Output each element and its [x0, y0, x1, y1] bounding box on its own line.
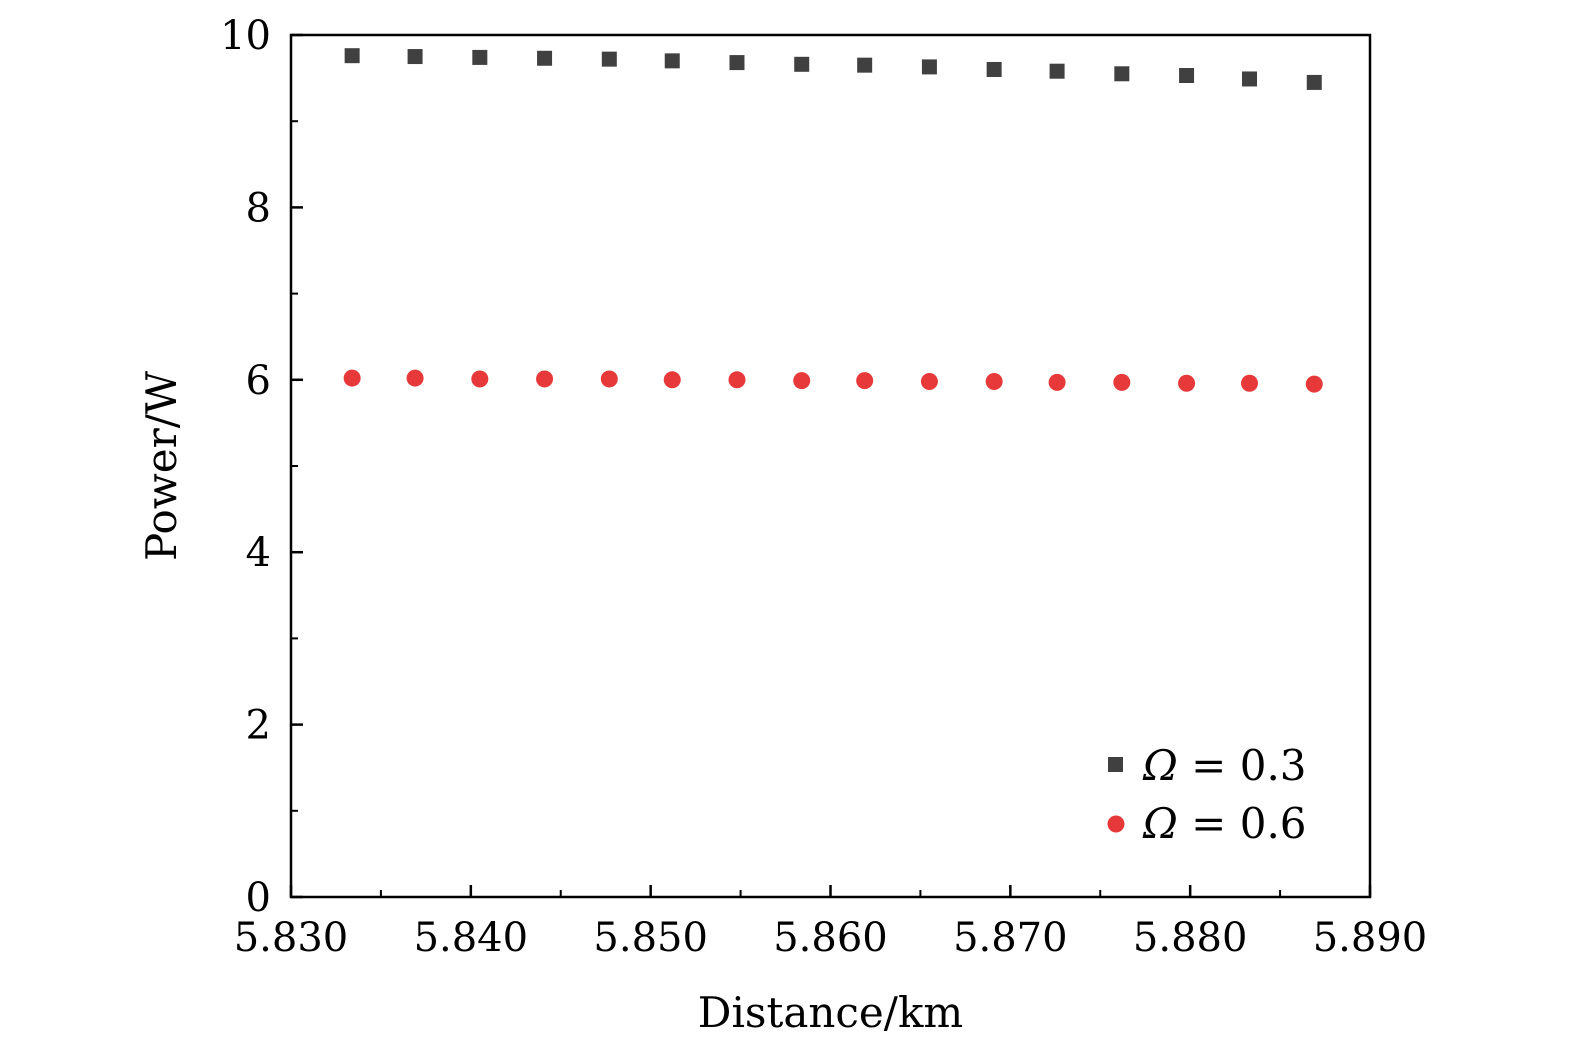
legend-value: = 0.3	[1178, 741, 1307, 790]
data-point-series-2	[1048, 373, 1066, 391]
data-point-series-1	[537, 50, 553, 66]
data-point-series-1	[729, 55, 745, 71]
legend-entry-series-2: Ω = 0.6	[1107, 799, 1307, 848]
data-point-series-1	[986, 61, 1002, 77]
x-tick-label: 5.890	[1313, 915, 1428, 961]
data-point-series-2	[600, 370, 618, 388]
data-point-series-2	[856, 372, 874, 390]
data-point-series-2	[920, 373, 938, 391]
data-point-series-1	[921, 59, 937, 75]
legend-marker-circle	[1107, 815, 1125, 833]
data-marks	[343, 48, 1323, 393]
data-point-series-1	[857, 57, 873, 73]
y-tick-label: 8	[246, 185, 271, 231]
x-tick-label: 5.880	[1133, 915, 1248, 961]
plot-frame	[289, 33, 1372, 899]
x-tick-label: 5.870	[953, 915, 1068, 961]
data-point-series-2	[663, 371, 681, 389]
data-point-series-1	[407, 49, 423, 65]
data-point-series-1	[1049, 63, 1065, 79]
data-point-series-1	[664, 53, 680, 69]
legend-symbol: Ω	[1142, 741, 1178, 790]
legend-marker-square	[1108, 757, 1123, 772]
x-tick-label: 5.840	[414, 915, 529, 961]
data-point-series-1	[1114, 66, 1130, 82]
y-axis-title: Power/W	[137, 370, 186, 561]
legend: Ω = 0.3 Ω = 0.6	[1107, 741, 1307, 848]
data-point-series-2	[728, 371, 746, 389]
y-tick-label: 10	[220, 13, 271, 59]
data-point-series-1	[601, 51, 617, 67]
y-tick-label: 0	[246, 875, 271, 921]
legend-value: = 0.6	[1178, 799, 1307, 848]
x-axis-title: Distance/km	[698, 988, 963, 1037]
x-tick-label: 5.850	[593, 915, 708, 961]
data-point-series-1	[344, 48, 360, 64]
data-point-series-2	[343, 369, 361, 387]
data-point-series-1	[472, 49, 488, 65]
data-point-series-2	[793, 372, 811, 390]
data-point-series-2	[1305, 375, 1323, 393]
legend-label-series-1: Ω = 0.3	[1142, 741, 1307, 790]
y-tick-label: 4	[246, 530, 271, 576]
data-point-series-1	[794, 56, 810, 72]
legend-entry-series-1: Ω = 0.3	[1108, 741, 1307, 790]
data-point-series-1	[1306, 74, 1322, 90]
y-tick-label: 2	[246, 703, 271, 749]
data-point-series-2	[985, 373, 1003, 391]
legend-label-series-2: Ω = 0.6	[1142, 799, 1307, 848]
data-point-series-2	[1113, 373, 1131, 391]
data-point-series-2	[406, 369, 424, 387]
data-point-series-2	[471, 370, 489, 388]
data-point-series-1	[1242, 71, 1258, 87]
x-tick-label: 5.860	[773, 915, 888, 961]
data-point-series-2	[1241, 374, 1259, 392]
y-tick-label: 6	[246, 358, 271, 404]
x-tick-labels: 5.830 5.840 5.850 5.860 5.870 5.880 5.890	[234, 915, 1428, 961]
legend-symbol: Ω	[1142, 799, 1178, 848]
data-point-series-1	[1179, 68, 1195, 84]
x-tick-label: 5.830	[234, 915, 349, 961]
data-point-series-2	[1178, 374, 1196, 392]
y-tick-labels: 0 2 4 6 8 10	[220, 13, 271, 921]
data-point-series-2	[536, 370, 554, 388]
